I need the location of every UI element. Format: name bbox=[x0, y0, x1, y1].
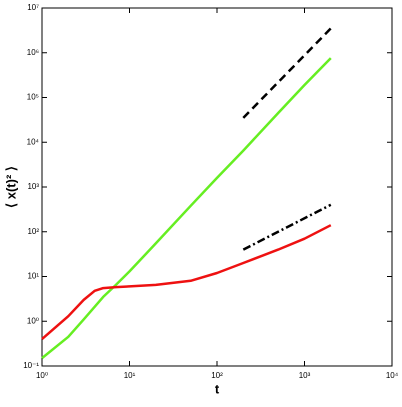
y-tick-label: 10² bbox=[27, 227, 39, 236]
x-tick-label: 10¹ bbox=[124, 371, 136, 380]
series-line bbox=[242, 203, 332, 251]
y-axis-label: ⟨ x(t)² ⟩ bbox=[3, 166, 18, 208]
x-tick-label: 10⁰ bbox=[36, 371, 48, 380]
y-tick-label: 10⁵ bbox=[27, 93, 39, 102]
y-tick-label: 10⁶ bbox=[27, 48, 39, 57]
y-tick-label: 10⁰ bbox=[27, 316, 39, 325]
y-tick-label: 10⁴ bbox=[27, 137, 40, 146]
x-tick-label: 10² bbox=[211, 371, 223, 380]
y-tick-label: 10⁷ bbox=[27, 3, 39, 12]
plot-frame bbox=[41, 7, 393, 367]
x-tick-label: 10⁴ bbox=[386, 371, 399, 380]
series-line bbox=[41, 224, 332, 341]
series-line bbox=[242, 27, 332, 119]
x-tick-label: 10³ bbox=[299, 371, 311, 380]
y-tick-label: 10³ bbox=[27, 182, 39, 191]
y-tick-label: 10⁻¹ bbox=[23, 361, 39, 370]
y-tick-label: 10¹ bbox=[27, 272, 39, 281]
series-line bbox=[41, 57, 332, 360]
x-axis-label: t bbox=[215, 381, 220, 396]
